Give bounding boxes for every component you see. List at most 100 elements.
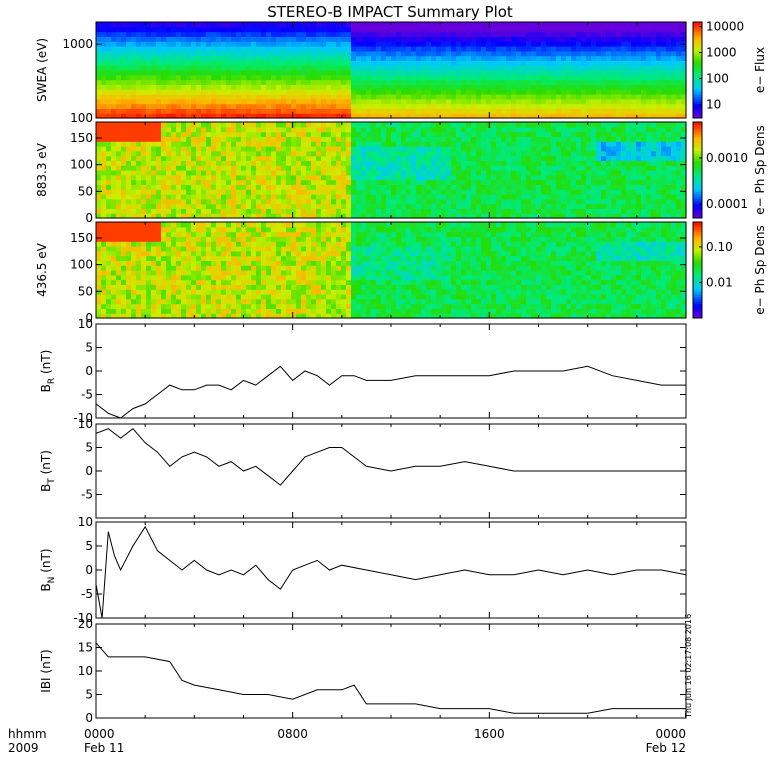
heatmap-cell bbox=[126, 65, 132, 71]
heatmap-cell bbox=[281, 70, 287, 76]
heatmap-cell bbox=[136, 46, 142, 52]
heatmap-cell bbox=[621, 41, 627, 47]
colorbar-segment bbox=[693, 165, 702, 169]
heatmap-cell bbox=[361, 208, 367, 214]
heatmap-cell bbox=[501, 55, 507, 61]
heatmap-cell bbox=[591, 60, 597, 66]
heatmap-cell bbox=[476, 108, 482, 114]
heatmap-cell bbox=[651, 98, 657, 105]
heatmap-cell bbox=[546, 65, 552, 71]
heatmap-cell bbox=[141, 203, 147, 209]
heatmap-cell bbox=[621, 208, 627, 214]
heatmap-cell bbox=[621, 22, 627, 28]
heatmap-cell bbox=[556, 165, 562, 171]
heatmap-cell bbox=[311, 184, 317, 190]
heatmap-cell bbox=[416, 65, 422, 71]
heatmap-cell bbox=[191, 26, 197, 33]
heatmap-cell bbox=[416, 79, 422, 85]
heatmap-cell bbox=[681, 89, 687, 95]
heatmap-cell bbox=[621, 126, 627, 133]
heatmap-cell bbox=[201, 146, 207, 152]
heatmap-cell bbox=[146, 184, 152, 190]
heatmap-cell bbox=[536, 98, 542, 105]
heatmap-cell bbox=[546, 79, 552, 85]
heatmap-cell bbox=[646, 70, 652, 76]
heatmap-cell bbox=[521, 46, 527, 52]
heatmap-cell bbox=[246, 22, 252, 28]
heatmap-cell bbox=[506, 98, 512, 105]
heatmap-cell bbox=[96, 255, 102, 261]
heatmap-cell bbox=[501, 174, 507, 181]
heatmap-cell bbox=[236, 160, 242, 166]
heatmap-cell bbox=[216, 174, 222, 181]
heatmap-cell bbox=[321, 194, 327, 200]
heatmap-cell bbox=[281, 141, 287, 147]
heatmap-cell bbox=[426, 136, 432, 142]
heatmap-cell bbox=[461, 60, 467, 66]
heatmap-cell bbox=[521, 113, 527, 119]
heatmap-cell bbox=[666, 165, 672, 171]
heatmap-cell bbox=[661, 198, 667, 205]
heatmap-cell bbox=[341, 108, 347, 114]
heatmap-cell bbox=[376, 141, 382, 147]
heatmap-cell bbox=[216, 189, 222, 195]
heatmap-cell bbox=[556, 89, 562, 95]
heatmap-cell bbox=[646, 22, 652, 28]
heatmap-cell bbox=[206, 136, 212, 142]
heatmap-cell bbox=[296, 36, 302, 42]
heatmap-cell bbox=[511, 189, 517, 195]
heatmap-cell bbox=[636, 103, 642, 109]
heatmap-cell bbox=[621, 46, 627, 52]
heatmap-cell bbox=[466, 84, 472, 90]
heatmap-cell bbox=[586, 189, 592, 195]
heatmap-cell bbox=[601, 131, 607, 137]
heatmap-cell bbox=[221, 198, 227, 205]
heatmap-cell bbox=[121, 203, 127, 209]
heatmap-cell bbox=[506, 55, 512, 61]
heatmap-cell bbox=[276, 79, 282, 85]
heatmap-cell bbox=[321, 170, 327, 176]
heatmap-cell bbox=[141, 184, 147, 190]
heatmap-cell bbox=[611, 36, 617, 42]
heatmap-cell bbox=[386, 46, 392, 52]
heatmap-cell bbox=[166, 22, 172, 28]
heatmap-cell bbox=[366, 126, 372, 133]
heatmap-cell bbox=[111, 308, 117, 314]
heatmap-cell bbox=[411, 131, 417, 137]
heatmap-cell bbox=[106, 194, 112, 200]
heatmap-cell bbox=[221, 126, 227, 133]
heatmap-cell bbox=[596, 103, 602, 109]
heatmap-cell bbox=[676, 55, 682, 61]
heatmap-cell bbox=[561, 184, 567, 190]
heatmap-cell bbox=[681, 113, 687, 119]
heatmap-cell bbox=[511, 113, 517, 119]
heatmap-cell bbox=[106, 141, 112, 147]
heatmap-cell bbox=[176, 213, 182, 219]
heatmap-cell bbox=[611, 98, 617, 105]
heatmap-cell bbox=[566, 165, 572, 171]
heatmap-cell bbox=[331, 70, 337, 76]
heatmap-cell bbox=[426, 122, 432, 128]
heatmap-cell bbox=[591, 79, 597, 85]
heatmap-cell bbox=[211, 194, 217, 200]
heatmap-cell bbox=[441, 60, 447, 66]
heatmap-cell bbox=[351, 70, 357, 76]
heatmap-cell bbox=[246, 36, 252, 42]
heatmap-cell bbox=[271, 79, 277, 85]
heatmap-cell bbox=[261, 84, 267, 90]
heatmap-cell bbox=[316, 203, 322, 209]
heatmap-cell bbox=[261, 60, 267, 66]
heatmap-cell bbox=[471, 174, 477, 181]
heatmap-cell bbox=[341, 160, 347, 166]
heatmap-cell bbox=[641, 74, 647, 81]
heatmap-cell bbox=[591, 174, 597, 181]
heatmap-cell bbox=[476, 55, 482, 61]
heatmap-cell bbox=[526, 50, 532, 57]
heatmap-cell bbox=[111, 160, 117, 166]
heatmap-cell bbox=[656, 189, 662, 195]
heatmap-cell bbox=[596, 194, 602, 200]
heatmap-cell bbox=[271, 141, 277, 147]
heatmap-cell bbox=[536, 146, 542, 152]
heatmap-cell bbox=[141, 60, 147, 66]
